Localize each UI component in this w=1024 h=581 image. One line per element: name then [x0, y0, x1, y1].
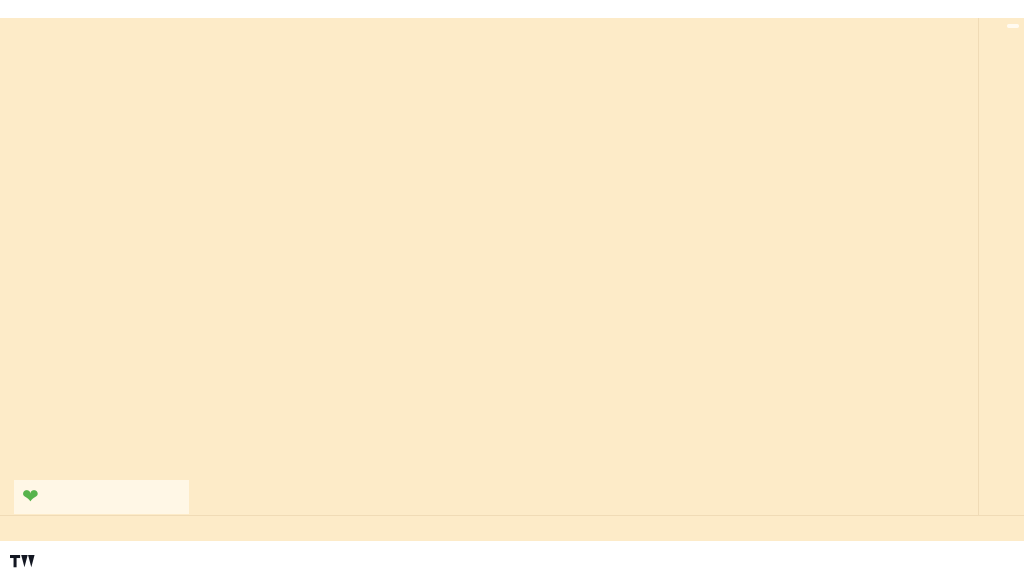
chart-pane[interactable]: ❤	[0, 18, 1024, 515]
user-watermark: ❤	[14, 480, 189, 514]
footer-branding	[0, 541, 1024, 581]
plot-area[interactable]	[0, 18, 978, 515]
currency-label	[1007, 24, 1019, 28]
time-axis[interactable]	[0, 515, 1024, 542]
heart-icon: ❤	[22, 486, 39, 508]
price-axis[interactable]	[978, 18, 1024, 515]
chart-graphics	[0, 18, 978, 515]
tradingview-logo	[10, 554, 35, 567]
